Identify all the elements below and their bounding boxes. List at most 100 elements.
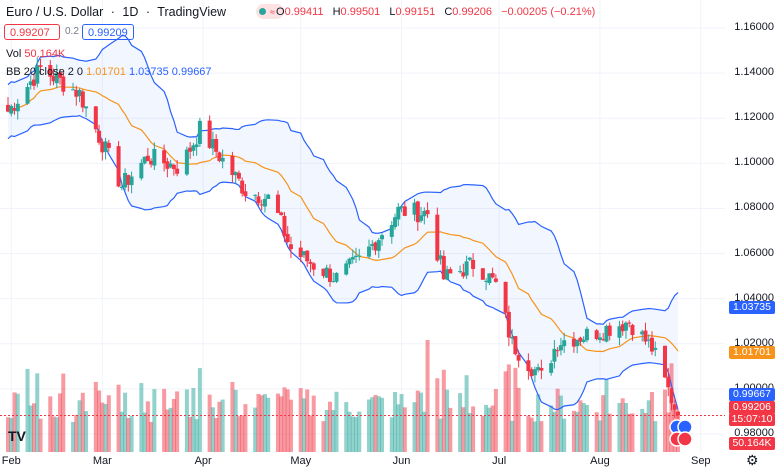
volume-bar xyxy=(324,409,329,452)
volume-bar xyxy=(617,402,622,452)
candle-body xyxy=(168,163,173,168)
volume-bar xyxy=(175,391,180,452)
volume-bar xyxy=(191,387,196,452)
ohlc-high: 0.99501 xyxy=(340,6,381,18)
candle-body xyxy=(532,369,537,376)
candle-body xyxy=(536,367,541,371)
volume-bar xyxy=(594,412,599,452)
volume-bar xyxy=(493,388,498,452)
volume-bar xyxy=(28,405,33,452)
volume-bar xyxy=(97,390,102,452)
candle-body xyxy=(266,194,271,199)
volume-bar xyxy=(165,409,170,452)
candle-body xyxy=(103,141,108,152)
candle-body xyxy=(549,363,554,373)
volume-bar xyxy=(243,404,248,452)
volume-bar xyxy=(438,418,443,452)
x-tick-label: Apr xyxy=(194,455,212,467)
volume-bar xyxy=(422,411,427,452)
volume-bar xyxy=(126,417,131,452)
candle-body xyxy=(419,215,424,221)
candle-body xyxy=(640,331,645,335)
market-status[interactable]: ≈ xyxy=(256,4,284,19)
tradingview-logo-icon[interactable]: TV xyxy=(8,428,26,444)
candle-body xyxy=(285,233,290,243)
volume-bar xyxy=(288,399,293,452)
volume-label: Vol xyxy=(6,48,22,60)
buy-button[interactable]: 0.99209 xyxy=(82,24,134,40)
volume-bar xyxy=(285,389,290,452)
volume-bar xyxy=(350,416,355,452)
volume-bar xyxy=(539,421,544,452)
candle-body xyxy=(571,338,576,347)
bb-lower-line xyxy=(7,114,679,411)
volume-bar xyxy=(123,392,128,452)
upper-band-tag: 1.03735 xyxy=(729,301,775,314)
candle-body xyxy=(194,144,199,148)
volume-bar xyxy=(54,417,59,452)
candle-body xyxy=(389,225,394,237)
candle-body xyxy=(256,196,261,204)
volume-bar xyxy=(412,402,417,452)
candle-body xyxy=(555,350,560,352)
volume-bar xyxy=(597,420,602,452)
data-source: TradingView xyxy=(157,5,227,19)
candle-body xyxy=(503,281,508,313)
volume-bar xyxy=(334,391,339,452)
volume-bar xyxy=(6,417,10,452)
y-tick-label: 0.98000 xyxy=(734,426,774,439)
bb-legend[interactable]: BB 20 close 2 0 1.01701 1.03735 0.99667 xyxy=(6,66,212,78)
volume-bar xyxy=(643,413,648,452)
volume-bar xyxy=(58,393,63,452)
candle-body xyxy=(607,325,612,336)
volume-bar xyxy=(516,387,521,452)
candle-body xyxy=(32,79,37,86)
candle-body xyxy=(106,142,111,148)
ohlc-legend: O0.99411 H0.99501 L0.99151 C0.99206 −0.0… xyxy=(276,6,601,18)
symbol-name[interactable]: Euro / U.S. Dollar xyxy=(6,5,104,19)
candle-body xyxy=(175,168,180,174)
candle-body xyxy=(305,250,310,262)
volume-bar xyxy=(471,406,476,452)
volume-bar xyxy=(575,411,580,452)
x-tick-label: Jul xyxy=(492,455,507,467)
candle-body xyxy=(298,247,303,258)
volume-bar xyxy=(305,389,310,452)
candle-body xyxy=(350,257,355,260)
volume-bar xyxy=(354,417,359,452)
volume-legend[interactable]: Vol 50.164K xyxy=(6,48,65,60)
volume-bar xyxy=(184,389,189,452)
volume-bar xyxy=(441,369,446,452)
currency-flags-icon[interactable] xyxy=(667,418,697,448)
volume-bar xyxy=(373,394,378,452)
volume-bar xyxy=(327,401,332,452)
ohlc-h-label: H xyxy=(332,6,341,18)
volume-bar xyxy=(311,395,316,452)
volume-bar xyxy=(77,400,82,452)
candle-body xyxy=(100,141,105,153)
candle-body xyxy=(25,86,30,104)
wave-icon: ≈ xyxy=(270,6,275,17)
candle-body xyxy=(28,81,33,86)
bollinger-band-fill xyxy=(8,35,678,410)
volume-bar xyxy=(116,384,121,452)
settings-gear-icon[interactable]: ⚙ xyxy=(746,452,759,468)
volume-bar xyxy=(532,421,537,452)
volume-bar xyxy=(214,417,219,452)
x-tick-label: May xyxy=(290,455,312,467)
candle-body xyxy=(552,348,557,362)
volume-bar xyxy=(210,407,215,452)
volume-bar xyxy=(168,407,173,452)
volume-bar xyxy=(279,396,284,452)
bb-middle-line xyxy=(7,86,679,353)
volume-bar xyxy=(601,395,606,452)
volume-bar xyxy=(640,408,645,452)
volume-bar xyxy=(233,389,238,452)
volume-bar xyxy=(396,404,401,452)
volume-bar xyxy=(344,402,349,452)
interval[interactable]: 1D xyxy=(122,5,139,19)
sell-button[interactable]: 0.99207 xyxy=(4,24,60,40)
volume-bar xyxy=(666,412,671,452)
volume-bar xyxy=(376,396,381,452)
